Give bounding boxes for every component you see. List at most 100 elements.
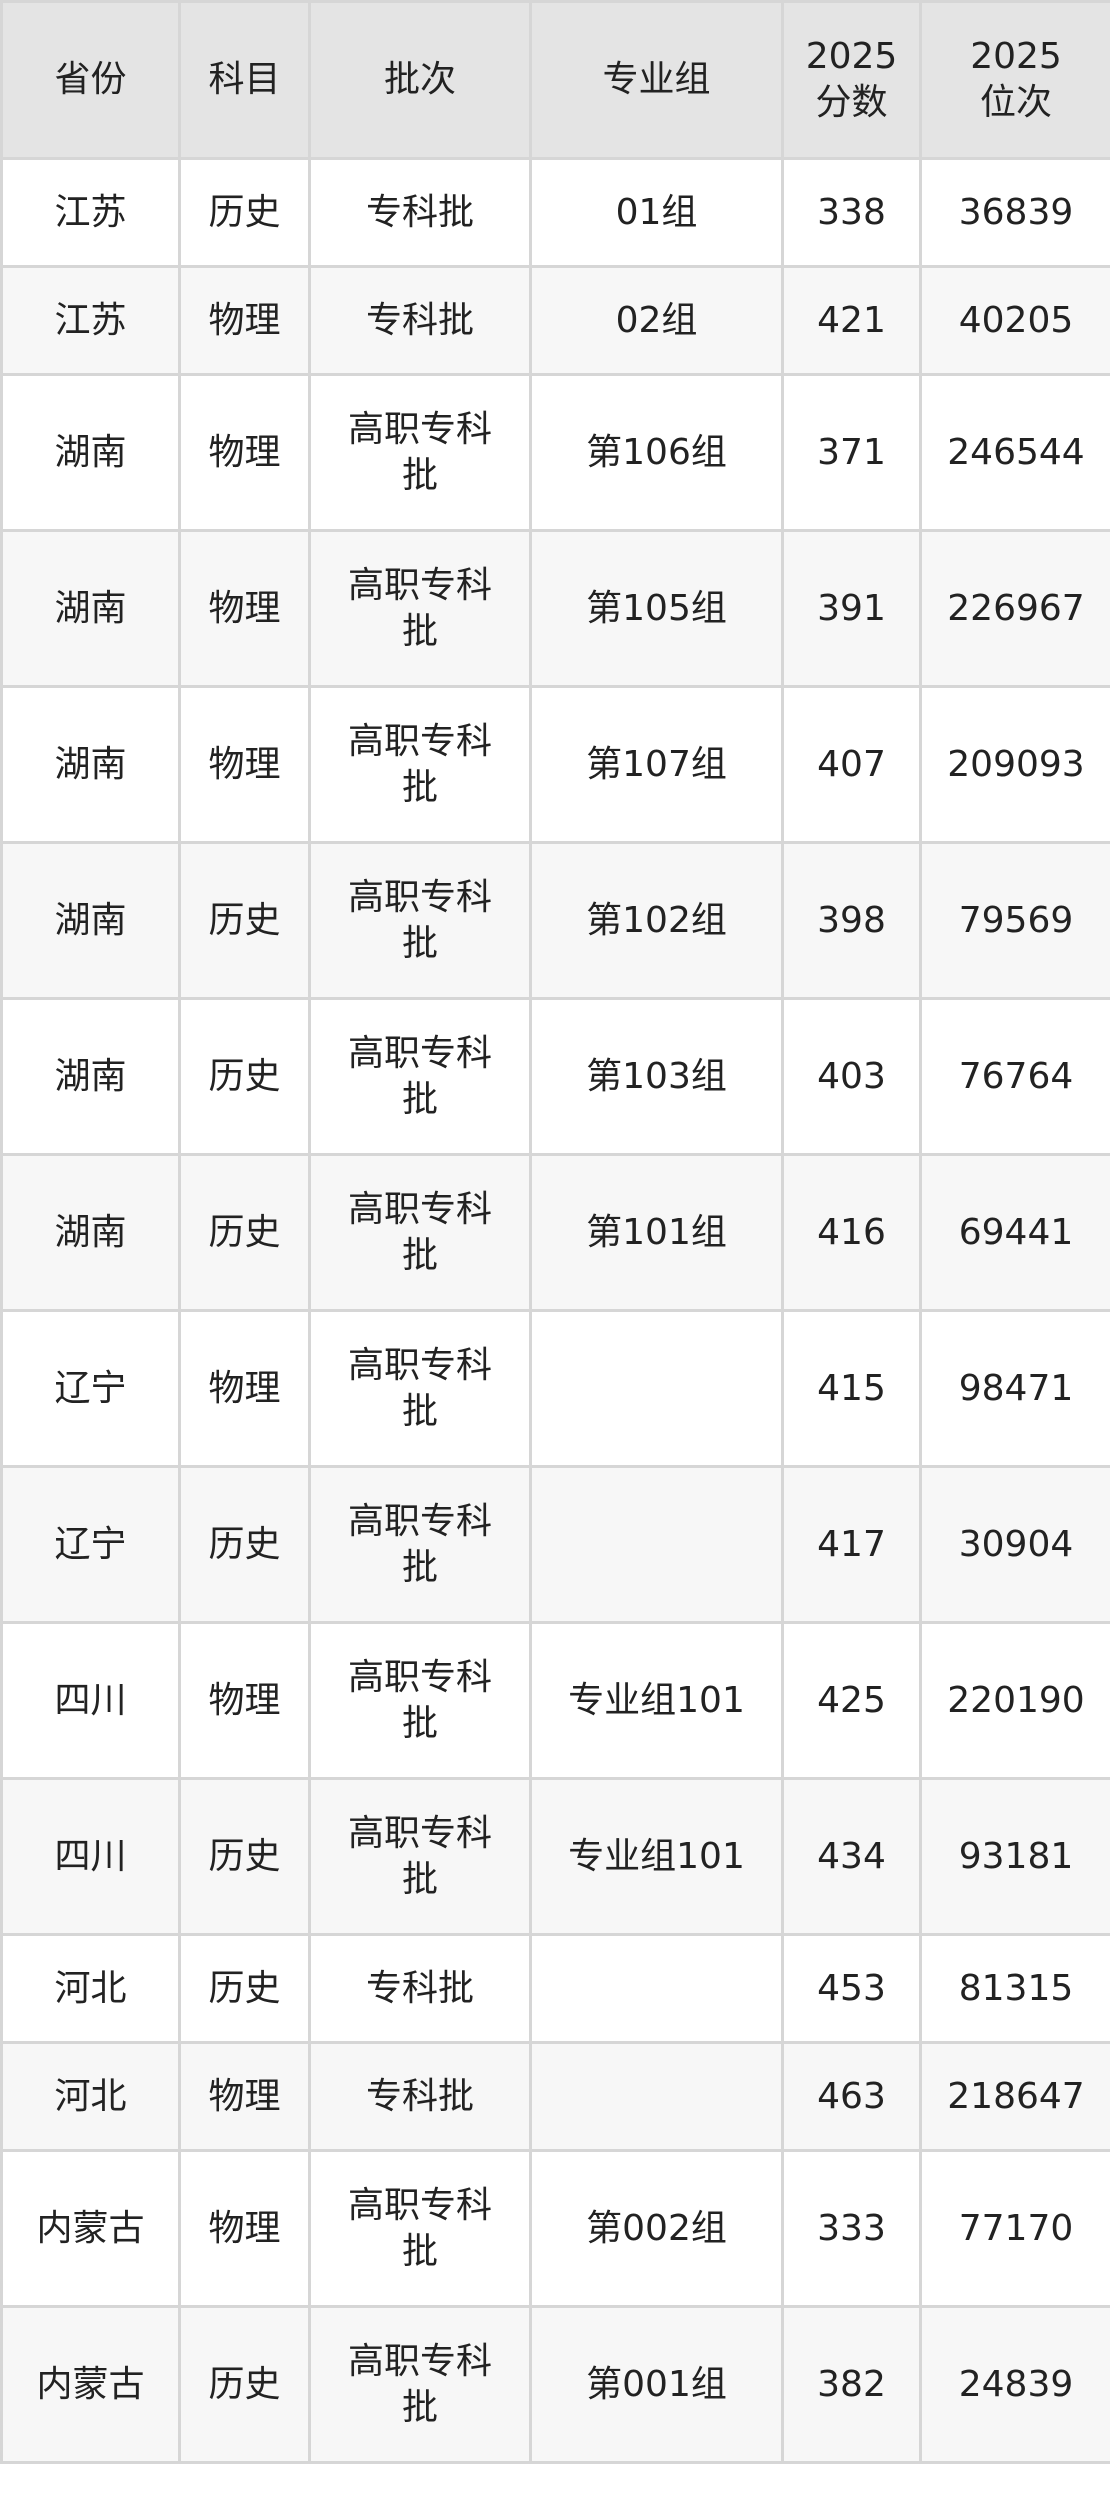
- cell-rank-2025: 98471: [919, 1309, 1110, 1468]
- cell-rank-2025: 220190: [919, 1621, 1110, 1780]
- cell-subject: 历史: [178, 1465, 311, 1624]
- cell-score-2025: 463: [781, 2041, 922, 2152]
- table-row: 湖南 物理 高职专科批 第105组 391 226967: [0, 529, 1110, 688]
- header-rank-2025: 2025 位次: [919, 0, 1110, 160]
- table-row: 四川 历史 高职专科批 专业组101 434 93181: [0, 1777, 1110, 1936]
- cell-major-group: 第103组: [529, 997, 784, 1156]
- cell-rank-2025: 81315: [919, 1933, 1110, 2044]
- cell-major-group: 第001组: [529, 2305, 784, 2464]
- cell-rank-2025: 209093: [919, 685, 1110, 844]
- cell-batch: 高职专科批: [308, 1309, 532, 1468]
- table-row: 湖南 历史 高职专科批 第101组 416 69441: [0, 1153, 1110, 1312]
- header-major-group: 专业组: [529, 0, 784, 160]
- cell-subject: 物理: [178, 1309, 311, 1468]
- cell-major-group: 第101组: [529, 1153, 784, 1312]
- cell-subject: 历史: [178, 1933, 311, 2044]
- cell-score-2025: 407: [781, 685, 922, 844]
- table-row: 江苏 历史 专科批 01组 338 36839: [0, 157, 1110, 268]
- cell-subject: 历史: [178, 157, 311, 268]
- header-subject: 科目: [178, 0, 311, 160]
- cell-rank-2025: 36839: [919, 157, 1110, 268]
- table-row: 四川 物理 高职专科批 专业组101 425 220190: [0, 1621, 1110, 1780]
- cell-province: 湖南: [0, 685, 181, 844]
- cell-score-2025: 398: [781, 841, 922, 1000]
- table-row: 河北 历史 专科批 453 81315: [0, 1933, 1110, 2044]
- cell-score-2025: 338: [781, 157, 922, 268]
- cell-province: 四川: [0, 1777, 181, 1936]
- cell-batch: 专科批: [308, 265, 532, 376]
- table-row: 内蒙古 物理 高职专科批 第002组 333 77170: [0, 2149, 1110, 2308]
- cell-batch: 高职专科批: [308, 1621, 532, 1780]
- cell-rank-2025: 218647: [919, 2041, 1110, 2152]
- cell-province: 湖南: [0, 1153, 181, 1312]
- cell-province: 湖南: [0, 373, 181, 532]
- cell-score-2025: 416: [781, 1153, 922, 1312]
- cell-province: 江苏: [0, 265, 181, 376]
- cell-subject: 物理: [178, 373, 311, 532]
- cell-major-group: 01组: [529, 157, 784, 268]
- table-row: 湖南 物理 高职专科批 第106组 371 246544: [0, 373, 1110, 532]
- cell-province: 内蒙古: [0, 2305, 181, 2464]
- cell-score-2025: 382: [781, 2305, 922, 2464]
- cell-subject: 物理: [178, 2149, 311, 2308]
- cell-subject: 物理: [178, 685, 311, 844]
- cell-rank-2025: 69441: [919, 1153, 1110, 1312]
- cell-rank-2025: 40205: [919, 265, 1110, 376]
- cell-score-2025: 417: [781, 1465, 922, 1624]
- table-row: 湖南 历史 高职专科批 第102组 398 79569: [0, 841, 1110, 1000]
- cell-subject: 历史: [178, 1153, 311, 1312]
- cell-score-2025: 333: [781, 2149, 922, 2308]
- header-row: 省份 科目 批次 专业组 2025 分数 2025 位次: [0, 0, 1110, 160]
- cell-rank-2025: 24839: [919, 2305, 1110, 2464]
- cell-major-group: 第102组: [529, 841, 784, 1000]
- cell-batch: 高职专科批: [308, 997, 532, 1156]
- header-batch: 批次: [308, 0, 532, 160]
- cell-province: 湖南: [0, 841, 181, 1000]
- cell-score-2025: 421: [781, 265, 922, 376]
- cell-province: 辽宁: [0, 1309, 181, 1468]
- cell-score-2025: 425: [781, 1621, 922, 1780]
- cell-subject: 物理: [178, 1621, 311, 1780]
- cell-province: 湖南: [0, 529, 181, 688]
- cell-score-2025: 415: [781, 1309, 922, 1468]
- table-row: 江苏 物理 专科批 02组 421 40205: [0, 265, 1110, 376]
- cell-batch: 高职专科批: [308, 1465, 532, 1624]
- cell-major-group: 第002组: [529, 2149, 784, 2308]
- cell-batch: 专科批: [308, 1933, 532, 2044]
- cell-batch: 高职专科批: [308, 1153, 532, 1312]
- cell-batch: 高职专科批: [308, 2305, 532, 2464]
- cell-batch: 高职专科批: [308, 841, 532, 1000]
- cell-major-group: [529, 1465, 784, 1624]
- cell-rank-2025: 226967: [919, 529, 1110, 688]
- cell-subject: 历史: [178, 841, 311, 1000]
- cell-score-2025: 371: [781, 373, 922, 532]
- cell-rank-2025: 77170: [919, 2149, 1110, 2308]
- cell-subject: 物理: [178, 265, 311, 376]
- cell-province: 河北: [0, 2041, 181, 2152]
- cell-score-2025: 403: [781, 997, 922, 1156]
- cell-batch: 专科批: [308, 157, 532, 268]
- cell-rank-2025: 79569: [919, 841, 1110, 1000]
- table-row: 湖南 物理 高职专科批 第107组 407 209093: [0, 685, 1110, 844]
- cell-batch: 高职专科批: [308, 2149, 532, 2308]
- cell-province: 江苏: [0, 157, 181, 268]
- cell-batch: 专科批: [308, 2041, 532, 2152]
- table-row: 河北 物理 专科批 463 218647: [0, 2041, 1110, 2152]
- header-province: 省份: [0, 0, 181, 160]
- header-score-2025: 2025 分数: [781, 0, 922, 160]
- cell-batch: 高职专科批: [308, 685, 532, 844]
- cell-major-group: 02组: [529, 265, 784, 376]
- cell-major-group: 专业组101: [529, 1777, 784, 1936]
- cell-subject: 历史: [178, 1777, 311, 1936]
- cell-province: 辽宁: [0, 1465, 181, 1624]
- cell-province: 四川: [0, 1621, 181, 1780]
- cell-rank-2025: 76764: [919, 997, 1110, 1156]
- cell-major-group: 第106组: [529, 373, 784, 532]
- cell-subject: 历史: [178, 2305, 311, 2464]
- table-row: 内蒙古 历史 高职专科批 第001组 382 24839: [0, 2305, 1110, 2464]
- cell-rank-2025: 93181: [919, 1777, 1110, 1936]
- cell-score-2025: 391: [781, 529, 922, 688]
- cell-batch: 高职专科批: [308, 1777, 532, 1936]
- cell-score-2025: 434: [781, 1777, 922, 1936]
